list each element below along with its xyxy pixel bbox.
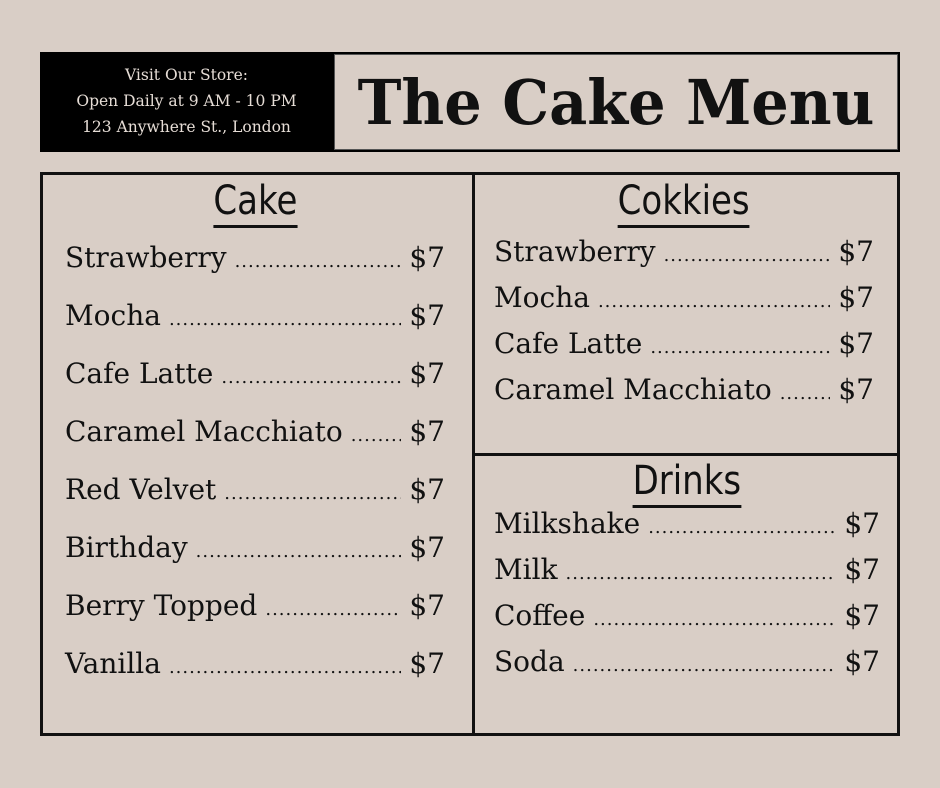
menu-item-price: $7 <box>409 473 445 506</box>
section-heading-text: Cokkies <box>617 177 750 228</box>
dotted-leader <box>169 639 401 697</box>
store-visit-label: Visit Our Store: <box>125 66 248 84</box>
section-heading-text: Cake <box>213 177 297 228</box>
menu-item-price: $7 <box>838 373 874 406</box>
title-box: The Cake Menu <box>334 54 898 150</box>
menu-item-name: Mocha <box>494 281 590 314</box>
section-heading-text: Drinks <box>632 457 742 508</box>
dotted-leader <box>196 523 402 581</box>
menu-item-price: $7 <box>844 553 880 586</box>
menu-item: Caramel Macchiato $7 <box>65 403 445 461</box>
menu-item: Red Velvet $7 <box>65 461 445 519</box>
menu-item-name: Soda <box>494 645 565 678</box>
dotted-leader <box>265 581 401 639</box>
menu-list: Milkshake $7 Milk $7 Coffee $7 Soda $7 <box>494 501 880 685</box>
menu-item-price: $7 <box>409 647 445 680</box>
menu-item: Milk $7 <box>494 547 880 593</box>
menu-item: Caramel Macchiato $7 <box>494 367 874 413</box>
menu-item-name: Cafe Latte <box>65 357 214 390</box>
menu-item-name: Caramel Macchiato <box>65 415 343 448</box>
menu-item-name: Milkshake <box>494 507 641 540</box>
dotted-leader <box>650 325 830 371</box>
menu-item-price: $7 <box>838 281 874 314</box>
menu-item-name: Strawberry <box>65 241 227 274</box>
menu-item-name: Mocha <box>65 299 161 332</box>
menu-item-price: $7 <box>409 531 445 564</box>
menu-item-price: $7 <box>844 645 880 678</box>
menu-item: Berry Topped $7 <box>65 577 445 635</box>
menu-item-name: Cafe Latte <box>494 327 643 360</box>
dotted-leader <box>221 349 401 407</box>
menu-item: Vanilla $7 <box>65 635 445 693</box>
menu-item: Mocha $7 <box>494 275 874 321</box>
menu-item-name: Red Velvet <box>65 473 217 506</box>
dotted-leader <box>648 505 836 551</box>
menu-item-name: Caramel Macchiato <box>494 373 772 406</box>
menu-item: Strawberry $7 <box>65 229 445 287</box>
menu-item: Cafe Latte $7 <box>65 345 445 403</box>
store-info: Visit Our Store: Open Daily at 9 AM - 10… <box>40 52 333 152</box>
menu-item: Milkshake $7 <box>494 501 880 547</box>
dotted-leader <box>573 643 837 689</box>
page-title: The Cake Menu <box>357 65 875 139</box>
dotted-leader <box>224 465 401 523</box>
dotted-leader <box>780 371 831 417</box>
menu-item-price: $7 <box>409 415 445 448</box>
menu-item-name: Milk <box>494 553 558 586</box>
horizontal-divider <box>475 453 900 456</box>
dotted-leader <box>169 291 401 349</box>
menu-item-price: $7 <box>838 327 874 360</box>
menu-item-price: $7 <box>409 357 445 390</box>
dotted-leader <box>351 407 402 465</box>
menu-item-price: $7 <box>844 599 880 632</box>
section-heading: Cokkies <box>494 177 874 233</box>
menu-item-name: Strawberry <box>494 235 656 268</box>
dotted-leader <box>598 279 830 325</box>
dotted-leader <box>566 551 837 597</box>
menu-item-price: $7 <box>838 235 874 268</box>
menu-item: Mocha $7 <box>65 287 445 345</box>
menu-item-price: $7 <box>409 299 445 332</box>
header: Visit Our Store: Open Daily at 9 AM - 10… <box>40 52 900 152</box>
menu-item: Coffee $7 <box>494 593 880 639</box>
menu-item-price: $7 <box>844 507 880 540</box>
dotted-leader <box>593 597 836 643</box>
menu-item-price: $7 <box>409 589 445 622</box>
menu-item: Cafe Latte $7 <box>494 321 874 367</box>
menu-item-name: Berry Topped <box>65 589 258 622</box>
menu-item-name: Coffee <box>494 599 586 632</box>
menu-item: Soda $7 <box>494 639 880 685</box>
menu-item: Birthday $7 <box>65 519 445 577</box>
store-address: 123 Anywhere St., London <box>82 118 291 136</box>
menu-item: Strawberry $7 <box>494 229 874 275</box>
menu-item-name: Birthday <box>65 531 188 564</box>
menu-item-name: Vanilla <box>65 647 161 680</box>
section-heading: Cake <box>65 177 445 233</box>
section-heading: Drinks <box>494 457 880 513</box>
vertical-divider <box>472 175 475 733</box>
menu-item-price: $7 <box>409 241 445 274</box>
dotted-leader <box>235 233 402 291</box>
dotted-leader <box>664 233 831 279</box>
store-hours: Open Daily at 9 AM - 10 PM <box>76 92 297 110</box>
